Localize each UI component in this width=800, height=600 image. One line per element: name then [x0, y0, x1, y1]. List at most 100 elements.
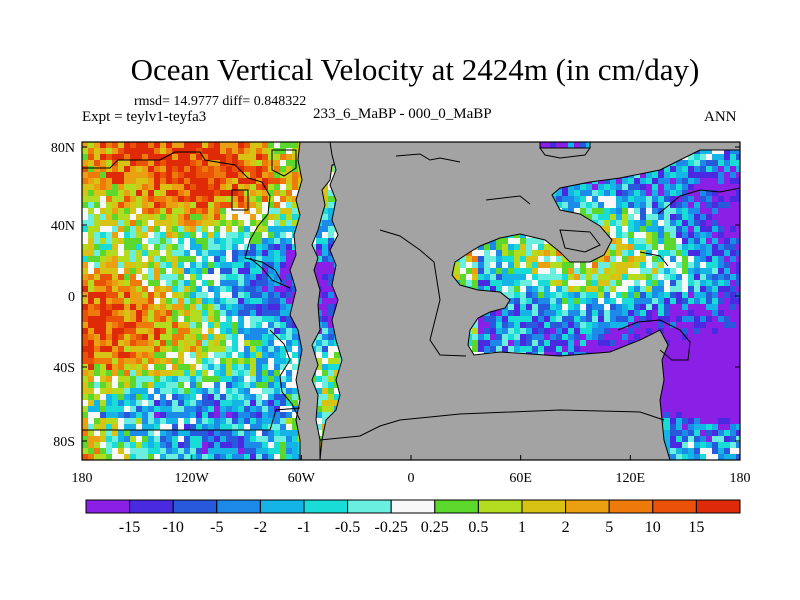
field-cell — [208, 262, 215, 269]
map-title: Ocean Vertical Velocity at 2424m (in cm/… — [130, 52, 700, 87]
field-cell — [502, 328, 509, 335]
field-cell — [118, 346, 125, 353]
field-cell — [238, 340, 245, 347]
field-cell — [124, 178, 131, 185]
field-cell — [520, 262, 527, 269]
field-cell — [82, 292, 89, 299]
field-cell — [232, 388, 239, 395]
field-cell — [268, 196, 275, 203]
field-cell — [226, 346, 233, 353]
field-cell — [676, 304, 683, 311]
field-cell — [100, 370, 107, 377]
field-cell — [178, 268, 185, 275]
field-cell — [196, 226, 203, 233]
field-cell — [622, 310, 629, 317]
field-cell — [496, 346, 503, 353]
field-cell — [610, 268, 617, 275]
field-cell — [184, 292, 191, 299]
field-cell — [190, 220, 197, 227]
field-cell — [190, 160, 197, 167]
field-cell — [508, 346, 515, 353]
field-cell — [136, 280, 143, 287]
field-cell — [682, 304, 689, 311]
field-cell — [82, 286, 89, 293]
field-cell — [238, 376, 245, 383]
field-cell — [694, 256, 701, 263]
field-cell — [184, 214, 191, 221]
field-cell — [292, 352, 299, 359]
field-cell — [172, 310, 179, 317]
field-cell — [160, 334, 167, 341]
field-cell — [118, 412, 125, 419]
field-cell — [610, 220, 617, 227]
field-cell — [550, 256, 557, 263]
field-cell — [580, 262, 587, 269]
field-cell — [106, 280, 113, 287]
field-cell — [118, 196, 125, 203]
field-cell — [94, 352, 101, 359]
field-cell — [274, 172, 281, 179]
field-cell — [190, 214, 197, 221]
field-cell — [682, 346, 689, 353]
field-cell — [556, 286, 563, 293]
field-cell — [184, 304, 191, 311]
field-cell — [646, 286, 653, 293]
field-cell — [226, 232, 233, 239]
field-cell — [280, 202, 287, 209]
field-cell — [610, 208, 617, 215]
field-cell — [220, 250, 227, 257]
field-cell — [604, 256, 611, 263]
field-cell — [100, 190, 107, 197]
field-cell — [100, 310, 107, 317]
field-cell — [148, 316, 155, 323]
field-cell — [82, 202, 89, 209]
field-cell — [550, 250, 557, 257]
field-cell — [88, 244, 95, 251]
field-cell — [82, 142, 89, 149]
field-cell — [256, 322, 263, 329]
field-cell — [700, 256, 707, 263]
field-cell — [112, 370, 119, 377]
field-cell — [94, 298, 101, 305]
field-cell — [322, 328, 329, 335]
field-cell — [190, 142, 197, 149]
field-cell — [616, 244, 623, 251]
field-cell — [88, 382, 95, 389]
field-cell — [610, 250, 617, 257]
field-cell — [166, 142, 173, 149]
field-cell — [724, 148, 731, 155]
field-cell — [706, 316, 713, 323]
field-cell — [226, 328, 233, 335]
field-cell — [622, 268, 629, 275]
field-cell — [730, 226, 737, 233]
field-cell — [88, 352, 95, 359]
field-cell — [220, 352, 227, 359]
field-cell — [682, 364, 689, 371]
field-cell — [472, 322, 479, 329]
field-cell — [94, 394, 101, 401]
field-cell — [82, 370, 89, 377]
field-cell — [94, 226, 101, 233]
field-cell — [238, 382, 245, 389]
field-cell — [88, 334, 95, 341]
field-cell — [232, 304, 239, 311]
field-cell — [196, 268, 203, 275]
field-cell — [640, 268, 647, 275]
field-cell — [700, 196, 707, 203]
field-cell — [88, 358, 95, 365]
field-cell — [664, 346, 671, 353]
field-cell — [526, 298, 533, 305]
field-cell — [652, 328, 659, 335]
field-cell — [136, 160, 143, 167]
field-cell — [568, 268, 575, 275]
field-cell — [148, 268, 155, 275]
field-cell — [328, 322, 335, 329]
field-cell — [172, 160, 179, 167]
field-cell — [238, 172, 245, 179]
field-cell — [592, 268, 599, 275]
field-cell — [190, 238, 197, 245]
field-cell — [268, 310, 275, 317]
field-cell — [502, 316, 509, 323]
field-cell — [736, 226, 740, 233]
field-cell — [244, 280, 251, 287]
